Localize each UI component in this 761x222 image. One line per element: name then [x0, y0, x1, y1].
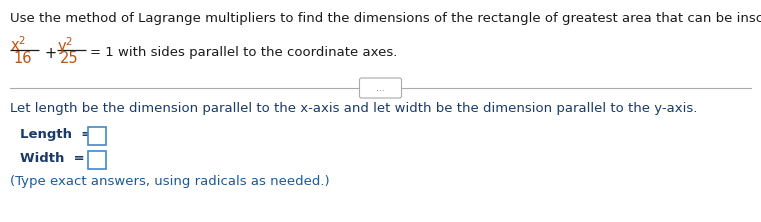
- Text: $\mathregular{x^2}$: $\mathregular{x^2}$: [10, 35, 26, 54]
- Text: Width  =: Width =: [20, 152, 84, 165]
- FancyBboxPatch shape: [88, 127, 106, 145]
- FancyBboxPatch shape: [88, 151, 106, 169]
- Text: 25: 25: [60, 51, 78, 66]
- Text: +: +: [44, 46, 56, 61]
- Text: Use the method of Lagrange multipliers to find the dimensions of the rectangle o: Use the method of Lagrange multipliers t…: [10, 12, 761, 25]
- Text: Length  =: Length =: [20, 128, 92, 141]
- Text: Let length be the dimension parallel to the x-axis and let width be the dimensio: Let length be the dimension parallel to …: [10, 102, 697, 115]
- Text: $\mathregular{y^2}$: $\mathregular{y^2}$: [57, 35, 73, 57]
- Text: 16: 16: [13, 51, 31, 66]
- Text: ...: ...: [376, 83, 385, 93]
- Text: = 1 with sides parallel to the coordinate axes.: = 1 with sides parallel to the coordinat…: [90, 46, 397, 59]
- FancyBboxPatch shape: [359, 78, 402, 98]
- Text: (Type exact answers, using radicals as needed.): (Type exact answers, using radicals as n…: [10, 175, 330, 188]
